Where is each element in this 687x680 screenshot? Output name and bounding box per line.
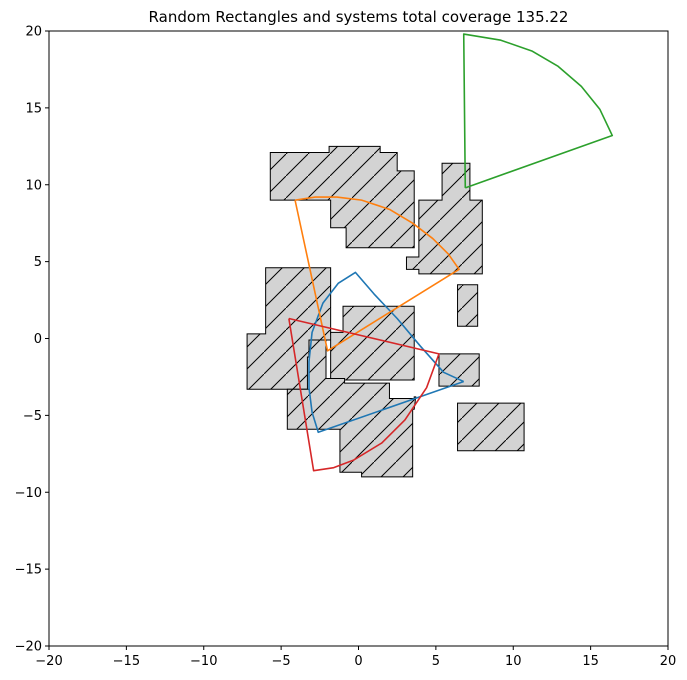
y-tick-label: 10 [25, 178, 42, 193]
x-tick-label: 0 [354, 654, 362, 669]
x-tick-label: 5 [432, 654, 440, 669]
coverage-sector-3 [288, 317, 440, 472]
x-tick-label: −10 [190, 654, 217, 669]
x-axis: −20 −15 −10 −5 0 5 10 15 20 [35, 646, 676, 669]
y-tick-label: 5 [34, 255, 42, 270]
coverage-sector-2 [462, 33, 614, 189]
coverage-series-layer [288, 33, 614, 472]
obstacle-rectangle-2 [457, 284, 479, 327]
obstacle-rectangle-5 [438, 353, 480, 387]
y-axis: −20 −15 −10 −5 0 5 10 15 20 [15, 25, 49, 655]
y-tick-label: −10 [15, 486, 42, 501]
coverage-sector-1 [294, 196, 460, 352]
y-tick-label: 0 [34, 332, 42, 347]
y-tick-label: 20 [25, 25, 42, 40]
x-tick-label: 10 [505, 654, 522, 669]
x-tick-label: −5 [272, 654, 291, 669]
chart-title: Random Rectangles and systems total cove… [149, 8, 569, 26]
y-tick-label: −20 [15, 640, 42, 655]
coverage-sector-0 [308, 271, 465, 434]
x-tick-label: −15 [113, 654, 140, 669]
obstacle-rectangle-1 [405, 162, 483, 275]
x-tick-label: 20 [660, 654, 677, 669]
y-tick-label: −15 [15, 563, 42, 578]
x-tick-label: −20 [35, 654, 62, 669]
obstacle-rectangle-4 [330, 305, 415, 381]
y-tick-label: −5 [23, 409, 42, 424]
x-tick-label: 15 [582, 654, 599, 669]
y-tick-label: 15 [25, 101, 42, 116]
obstacle-rectangle-7 [457, 402, 525, 452]
obstacle-rectangle-6 [286, 339, 417, 478]
